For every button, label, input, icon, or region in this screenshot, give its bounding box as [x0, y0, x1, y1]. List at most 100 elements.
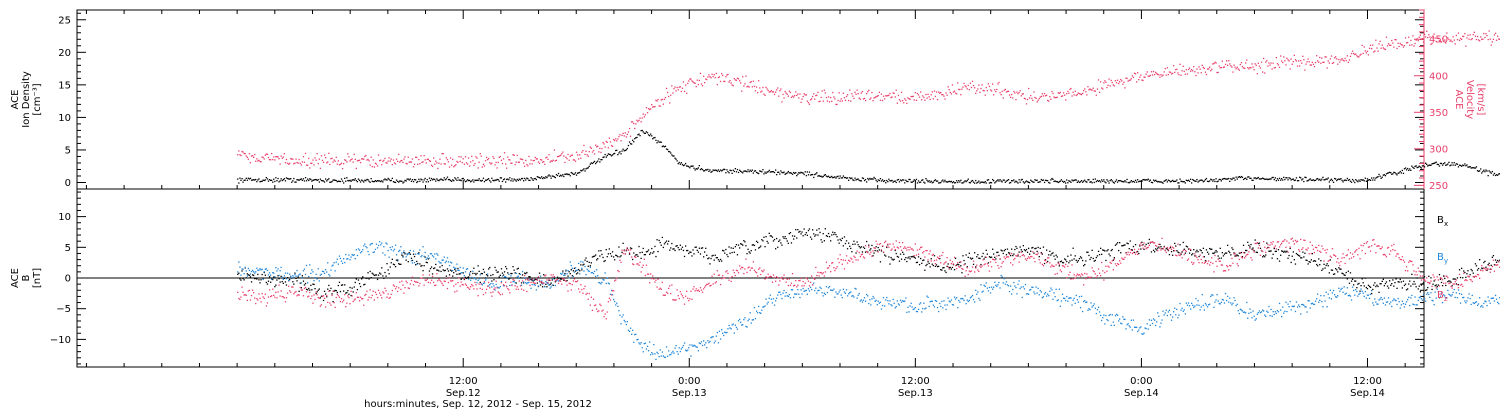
data-point	[1157, 73, 1159, 76]
data-point	[585, 150, 587, 152]
data-point	[277, 156, 279, 158]
data-point	[784, 90, 786, 93]
data-point	[744, 83, 746, 85]
data-point	[350, 294, 352, 297]
data-point	[620, 255, 622, 257]
data-point	[482, 282, 485, 284]
data-point	[1237, 176, 1239, 178]
data-point	[1142, 179, 1144, 181]
data-point	[935, 300, 938, 302]
data-point	[763, 236, 765, 238]
data-point	[1108, 253, 1110, 255]
data-point	[664, 241, 667, 244]
data-point	[1426, 30, 1428, 32]
data-point	[975, 179, 977, 182]
data-point	[1017, 255, 1019, 257]
data-point	[539, 177, 542, 179]
data-point	[293, 177, 295, 180]
data-point	[775, 248, 777, 250]
data-point	[1288, 60, 1290, 62]
data-point	[366, 159, 368, 161]
data-point	[705, 247, 707, 249]
data-point	[1231, 66, 1233, 68]
data-point	[1428, 34, 1430, 36]
data-point	[694, 169, 696, 171]
data-point	[312, 179, 314, 181]
data-point	[388, 273, 390, 275]
data-point	[1440, 281, 1443, 284]
data-point	[581, 267, 583, 269]
data-point	[1026, 181, 1029, 183]
data-point	[1488, 30, 1490, 32]
data-point	[1080, 180, 1083, 182]
data-point	[737, 78, 740, 80]
data-point	[1208, 304, 1210, 306]
data-point	[544, 286, 546, 288]
data-point	[689, 167, 691, 169]
data-point	[1282, 250, 1284, 252]
data-point	[904, 182, 906, 184]
data-point	[922, 259, 924, 262]
data-point	[1427, 165, 1429, 167]
data-point	[1372, 44, 1374, 46]
data-point	[977, 181, 979, 183]
data-point	[597, 160, 599, 162]
data-point	[585, 274, 587, 276]
data-point	[636, 136, 638, 139]
data-point	[795, 91, 797, 93]
data-point	[270, 274, 272, 276]
data-point	[521, 271, 524, 273]
data-point	[951, 182, 954, 184]
data-point	[782, 236, 784, 238]
data-point	[279, 270, 281, 272]
data-point	[567, 270, 569, 272]
data-point	[289, 278, 291, 281]
data-point	[1408, 36, 1410, 38]
data-point	[1049, 96, 1051, 98]
data-point	[898, 304, 901, 306]
data-point	[377, 180, 380, 182]
data-point	[1475, 166, 1478, 168]
data-point	[1195, 74, 1197, 77]
data-point	[1479, 259, 1481, 261]
data-point	[1336, 58, 1338, 60]
data-point	[733, 332, 735, 334]
data-point	[354, 281, 356, 284]
data-point	[840, 239, 842, 242]
data-point	[488, 285, 490, 287]
data-point	[894, 307, 896, 309]
data-point	[1043, 181, 1046, 184]
data-point	[807, 288, 810, 290]
data-point	[1280, 179, 1282, 181]
data-point	[994, 281, 996, 283]
data-point	[712, 336, 714, 338]
data-point	[546, 282, 548, 284]
data-point	[349, 160, 351, 162]
data-point	[370, 243, 372, 245]
data-point	[968, 89, 970, 91]
data-point	[506, 178, 508, 181]
data-point	[836, 103, 838, 106]
data-point	[934, 95, 937, 98]
data-point	[1118, 82, 1120, 85]
data-point	[910, 181, 912, 183]
data-point	[1399, 170, 1401, 173]
data-point	[871, 91, 873, 94]
data-point	[968, 181, 970, 184]
data-point	[1328, 181, 1330, 183]
data-point	[678, 161, 680, 164]
data-point	[420, 178, 422, 180]
data-point	[882, 180, 885, 183]
data-point	[252, 274, 254, 276]
data-point	[1035, 97, 1037, 99]
data-point	[917, 94, 920, 96]
data-point	[849, 89, 851, 91]
data-point	[409, 253, 411, 255]
data-point	[640, 130, 642, 132]
data-point	[1056, 300, 1058, 302]
data-point	[585, 168, 587, 170]
data-point	[1384, 282, 1387, 285]
data-point	[311, 269, 313, 271]
data-point	[1034, 293, 1036, 295]
data-point	[927, 93, 929, 95]
